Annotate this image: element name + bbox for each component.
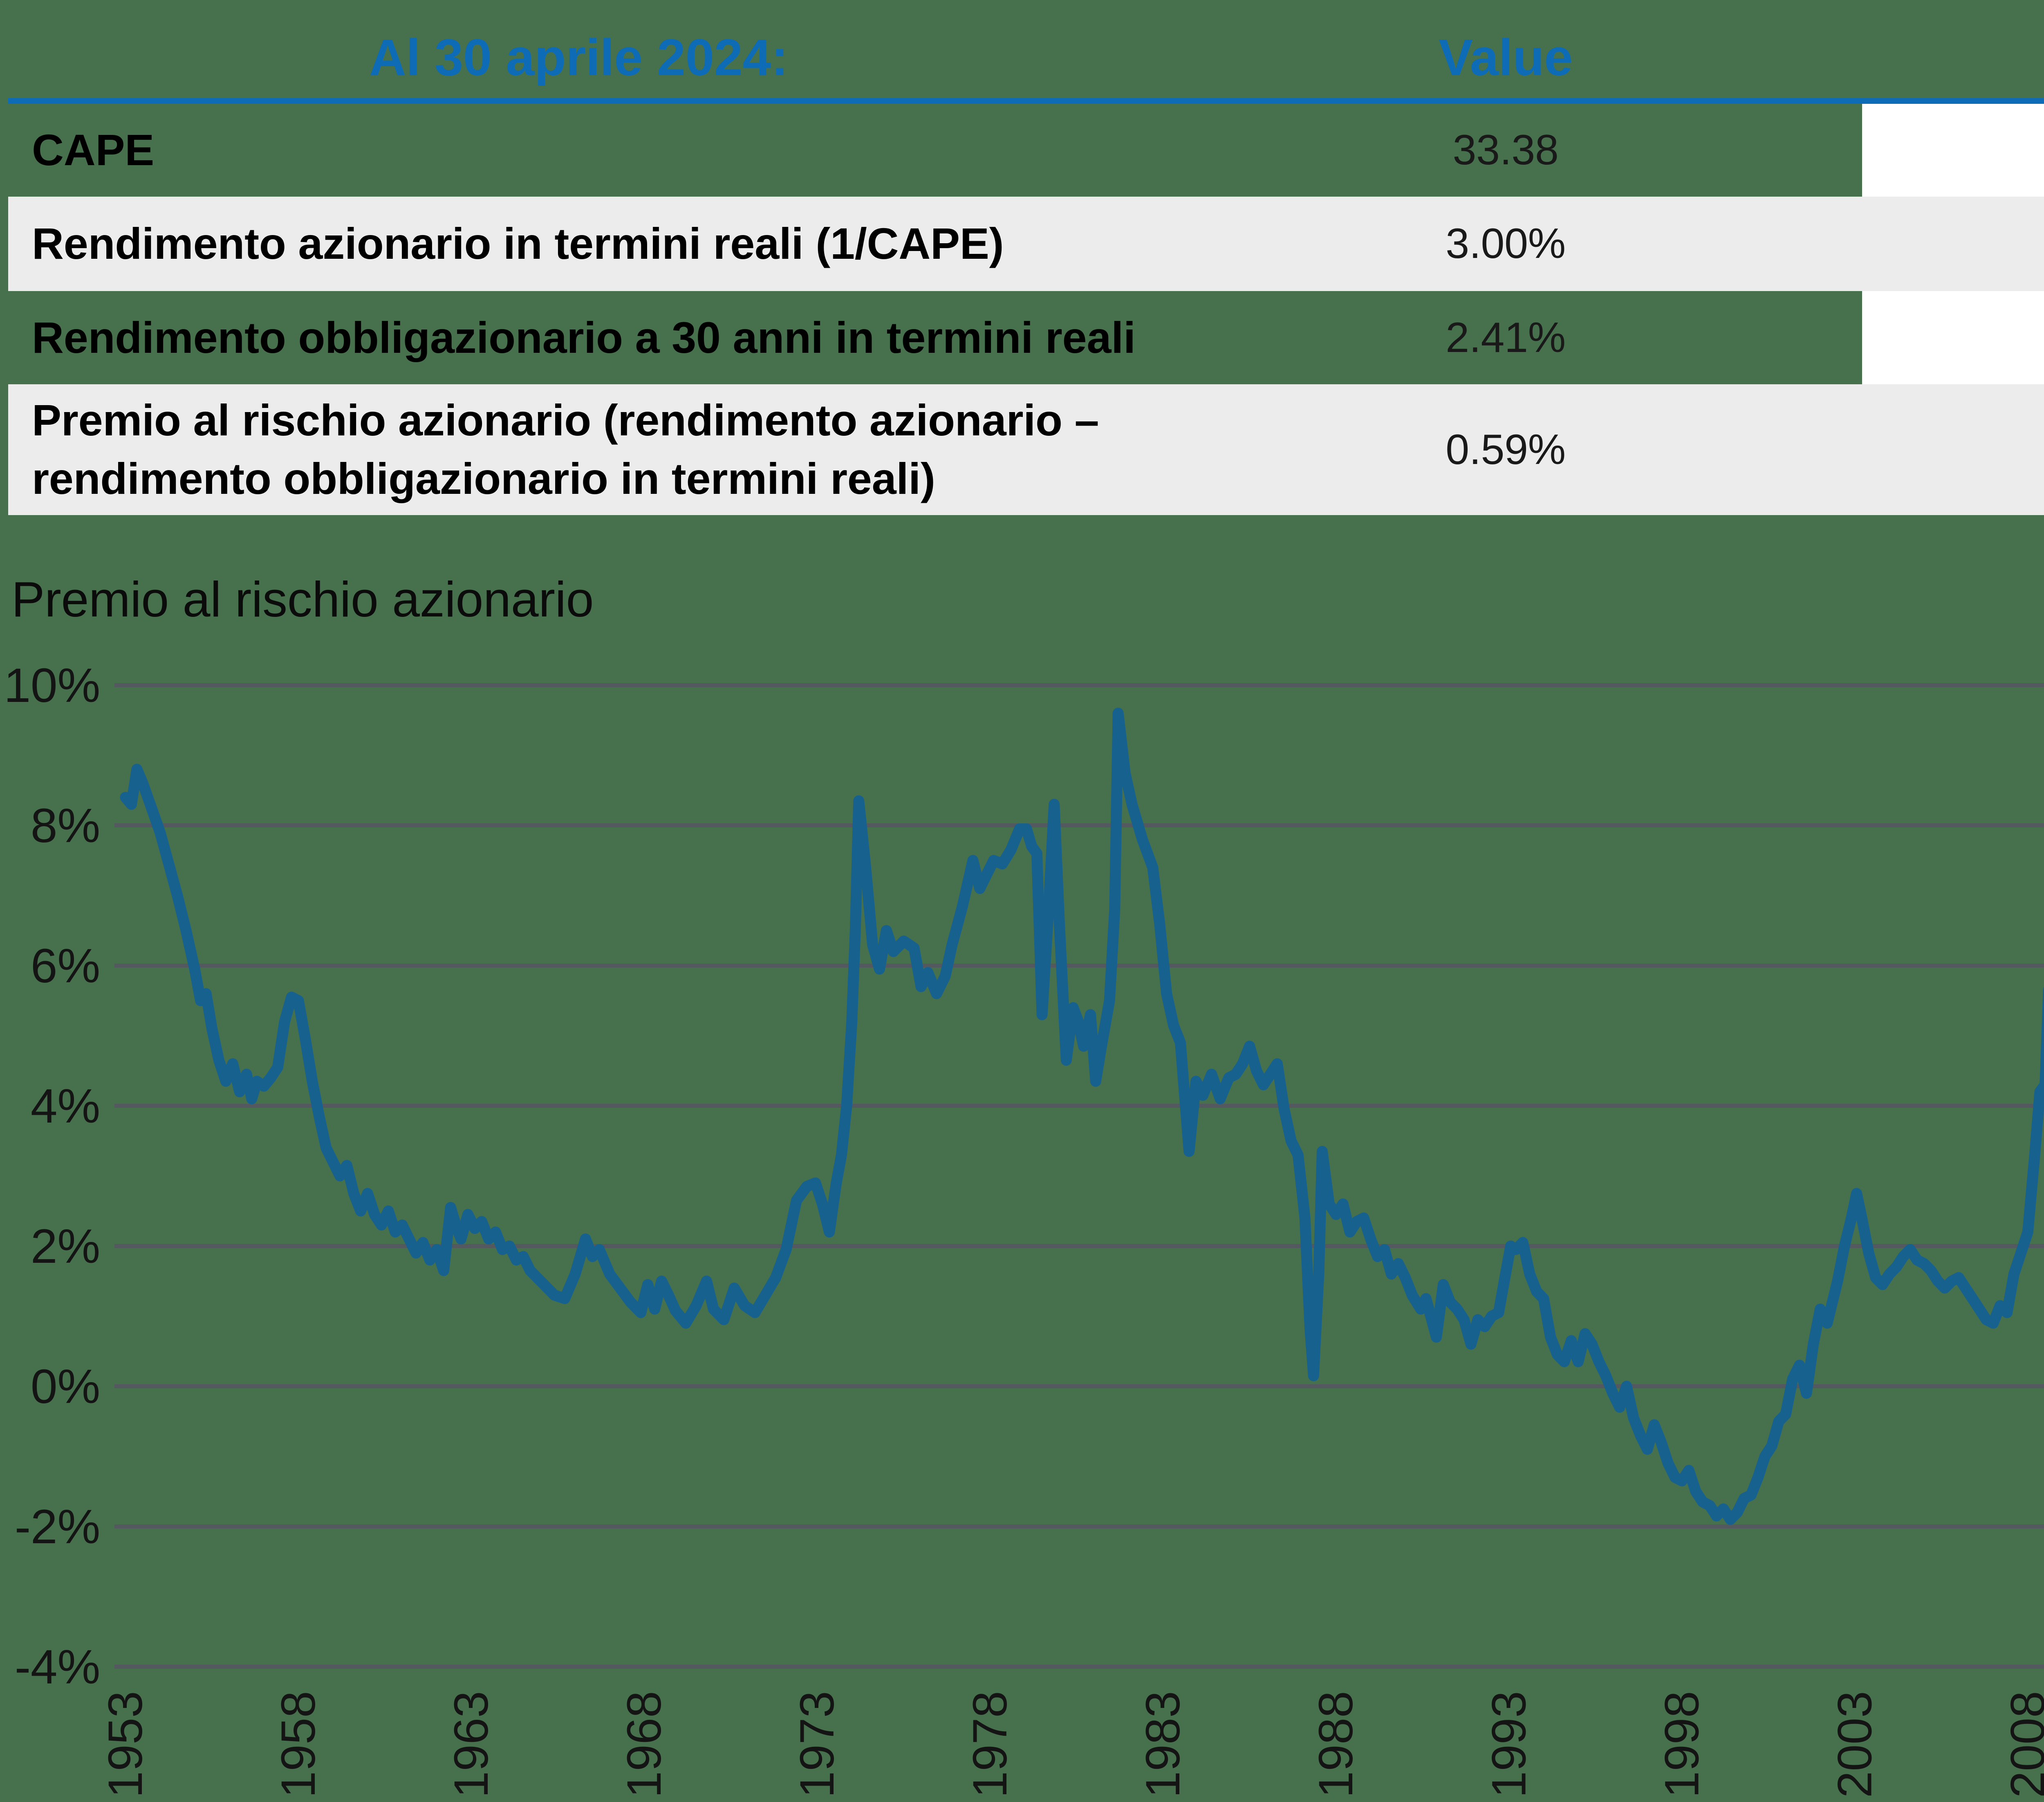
table-row: Rendimento obbligazionario a 30 anni in … bbox=[8, 291, 2044, 384]
row-label: CAPE bbox=[32, 125, 155, 175]
table-row: CAPE 33.38 93.50% bbox=[8, 104, 2044, 197]
x-axis-tick-label: 1983 bbox=[1136, 1691, 1190, 1798]
header-date-label: Al 30 aprile 2024: bbox=[369, 28, 789, 86]
x-axis-tick-label: 1953 bbox=[99, 1691, 152, 1798]
row-label: Rendimento obbligazionario a 30 anni in … bbox=[32, 312, 1136, 362]
row-value: 0.59% bbox=[1446, 426, 1566, 473]
x-axis-tick-label: 1998 bbox=[1655, 1691, 1709, 1798]
header-value-label: Value bbox=[1439, 28, 1573, 86]
x-axis-tick-label: 1968 bbox=[617, 1691, 671, 1798]
row-value: 2.41% bbox=[1446, 314, 1566, 361]
row-percentile: 93.50% bbox=[1862, 104, 2044, 197]
x-axis-tick-label: 1963 bbox=[444, 1691, 498, 1798]
y-axis-tick-label: 6% bbox=[31, 939, 100, 993]
row-label: Rendimento azionario in termini reali (1… bbox=[32, 219, 1004, 269]
summary-table: Al 30 aprile 2024: Value Percentile CAPE… bbox=[8, 16, 2044, 515]
y-axis-tick-label: 0% bbox=[31, 1360, 100, 1414]
x-axis-tick-label: 2003 bbox=[1828, 1691, 1882, 1798]
row-value: 3.00% bbox=[1446, 220, 1566, 267]
y-axis-tick-label: 2% bbox=[31, 1219, 100, 1273]
row-label: Premio al rischio azionario (rendimento … bbox=[32, 395, 1099, 503]
y-axis-tick-label: -4% bbox=[15, 1640, 100, 1694]
table-row: Rendimento azionario in termini reali (1… bbox=[8, 197, 2044, 291]
x-axis-tick-label: 2008 bbox=[2001, 1691, 2044, 1798]
row-percentile: 36.60% bbox=[1862, 291, 2044, 384]
erp-series-line bbox=[120, 708, 2044, 1525]
y-axis-tick-label: 8% bbox=[31, 799, 100, 853]
y-axis-tick-label: -2% bbox=[15, 1500, 100, 1554]
row-value: 33.38 bbox=[1452, 126, 1559, 174]
table-body: CAPE 33.38 93.50% Rendimento azionario in t… bbox=[8, 104, 2044, 515]
chart-title: Premio al rischio azionario bbox=[11, 572, 594, 627]
x-axis-tick-label: 1988 bbox=[1309, 1691, 1363, 1798]
y-axis-tick-label: 4% bbox=[31, 1079, 100, 1133]
x-axis-tick-label: 1958 bbox=[271, 1691, 325, 1798]
x-axis-tick-label: 1973 bbox=[790, 1691, 844, 1798]
summary-table-header: Al 30 aprile 2024: Value Percentile bbox=[8, 16, 2044, 98]
table-header-rule bbox=[8, 98, 2044, 104]
y-axis-tick-label: 10% bbox=[4, 659, 100, 713]
x-axis-tick-label: 1978 bbox=[963, 1691, 1017, 1798]
x-axis-tick-label: 1993 bbox=[1482, 1691, 1536, 1798]
table-row: Premio al rischio azionario (rendimento … bbox=[8, 384, 2044, 515]
